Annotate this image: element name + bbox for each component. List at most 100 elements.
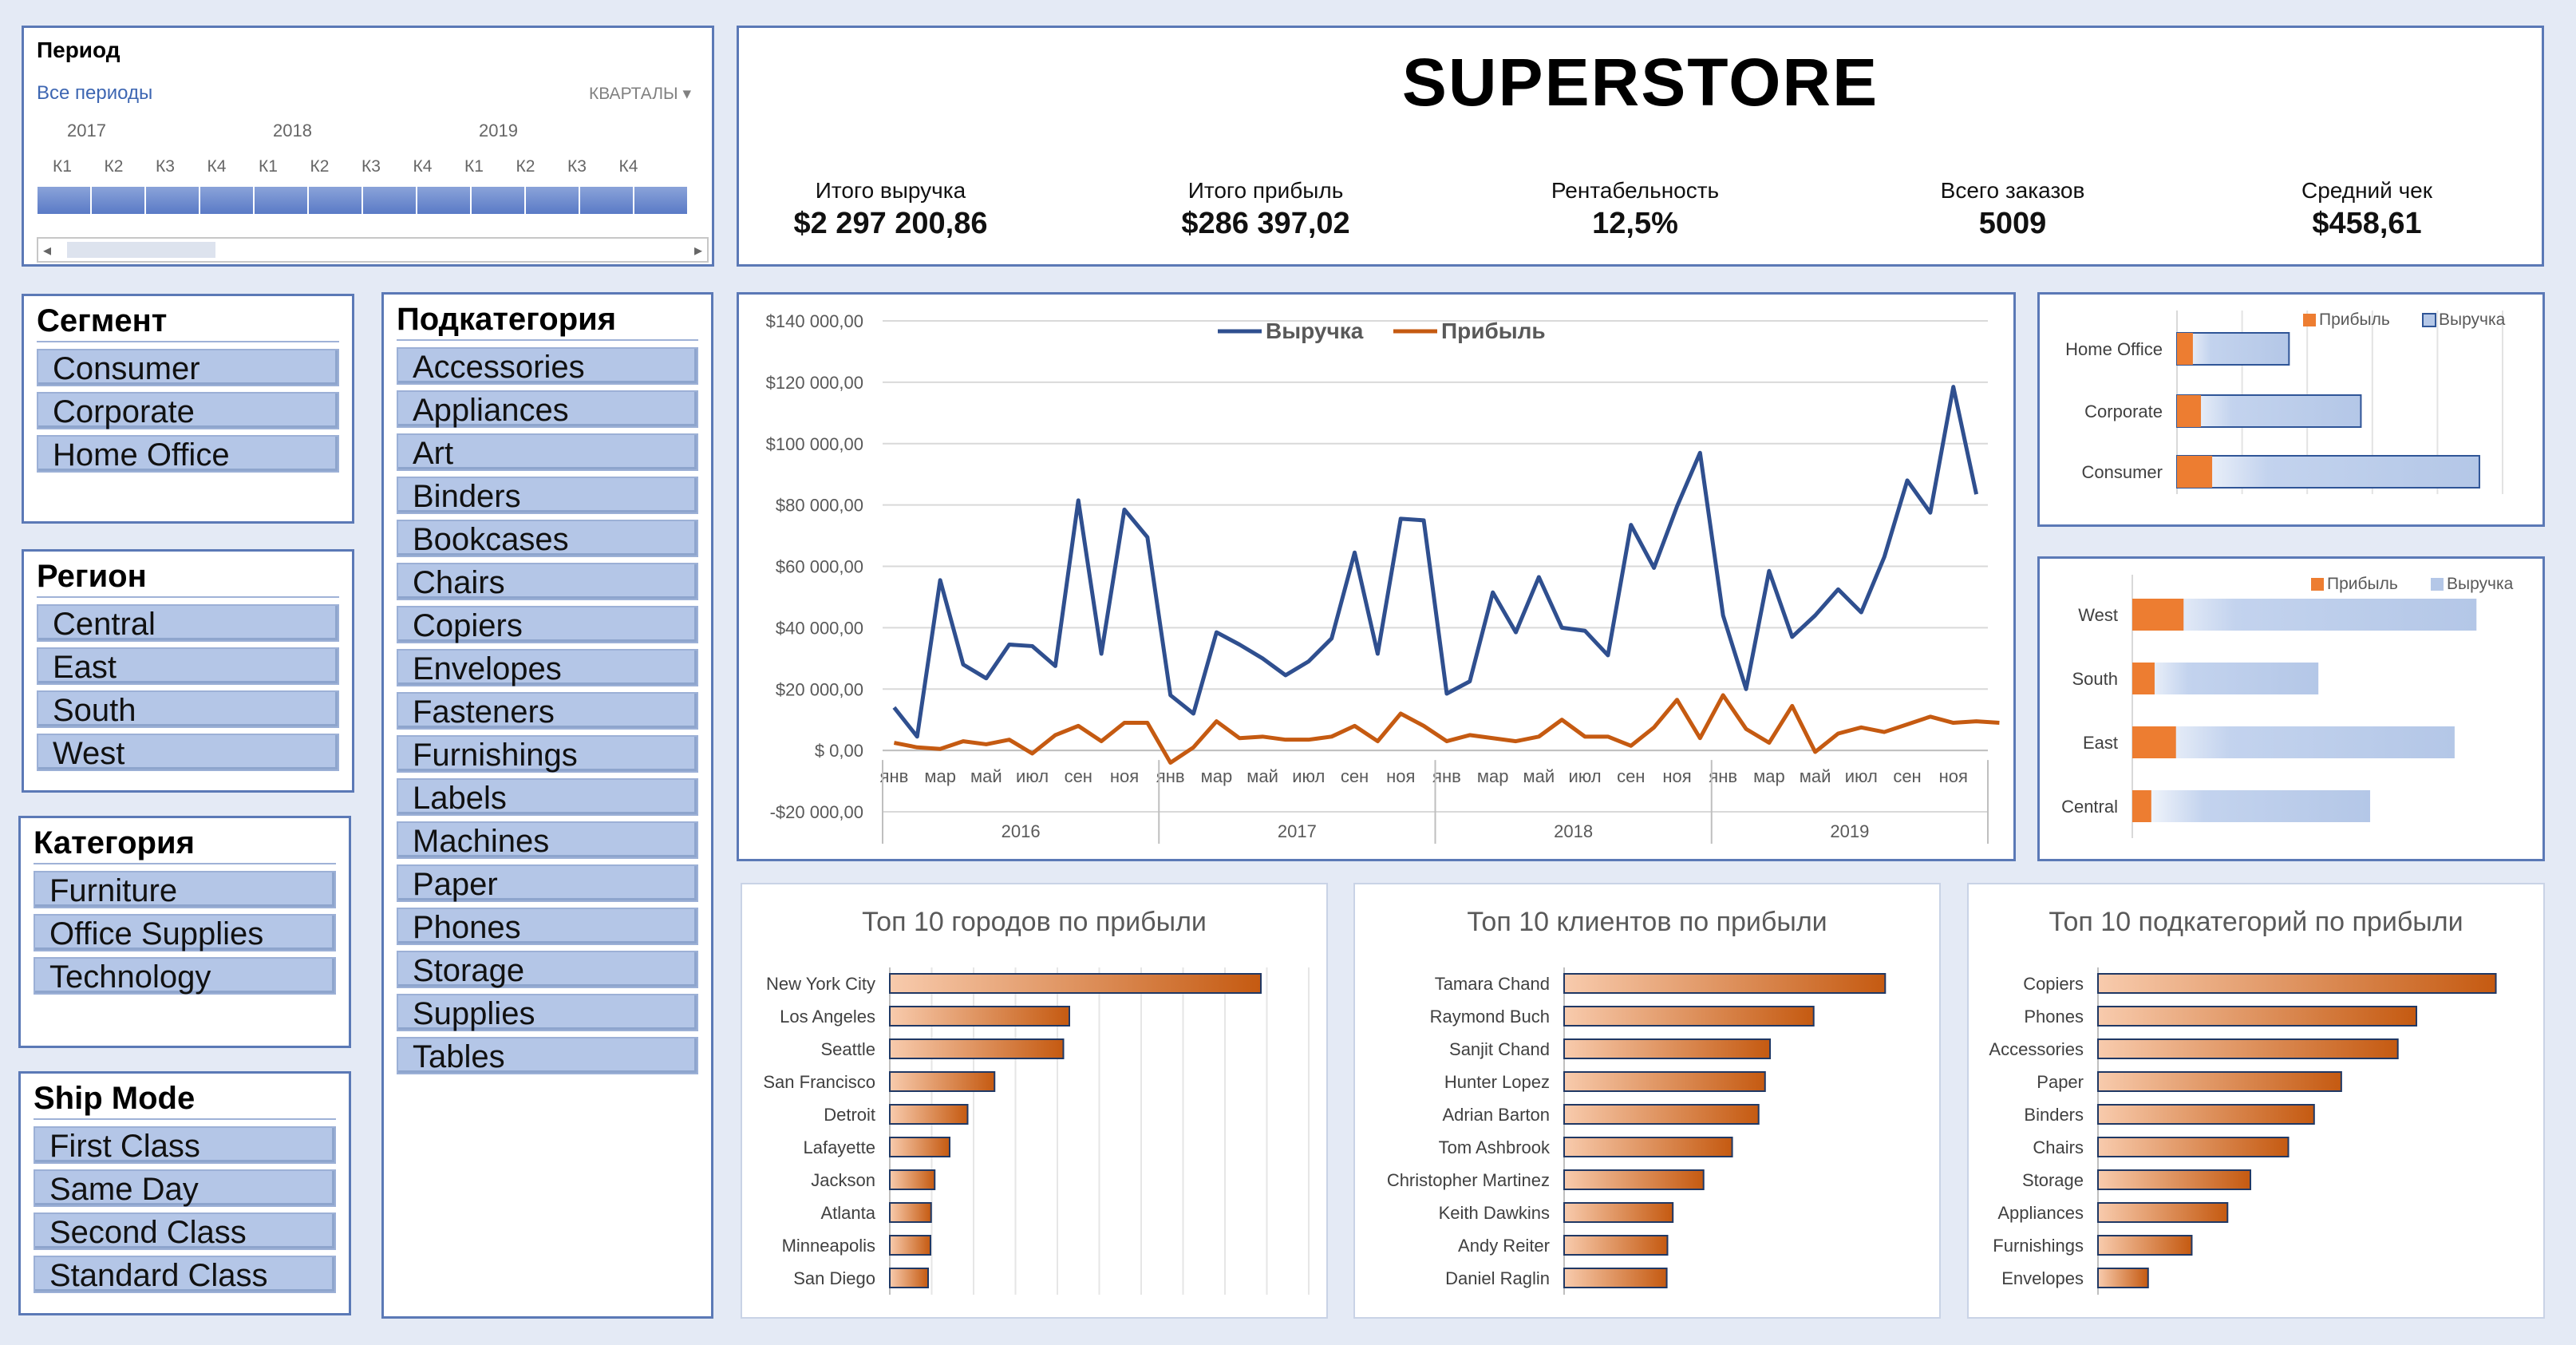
bar-profit: [2132, 663, 2155, 694]
kpi-label: Рентабельность: [1551, 178, 1720, 203]
slicer-item-machines[interactable]: Machines: [397, 821, 698, 859]
timeline-quarter-bar[interactable]: [255, 187, 309, 214]
bar-profit: [1563, 1235, 1669, 1256]
x-tick-label: май: [1800, 766, 1831, 786]
kpi-profit: Итого прибыль $286 397,02: [1114, 178, 1417, 241]
slicer-item-consumer[interactable]: Consumer: [37, 349, 339, 386]
slicer-item-furnishings[interactable]: Furnishings: [397, 735, 698, 773]
slicer-item-corporate[interactable]: Corporate: [37, 392, 339, 429]
slicer-item-copiers[interactable]: Copiers: [397, 606, 698, 643]
y-tick-label: $40 000,00: [776, 618, 863, 638]
category-label: Los Angeles: [780, 1007, 875, 1027]
timeline-quarter-bar[interactable]: [526, 187, 580, 214]
legend-label: Прибыль: [2327, 575, 2398, 593]
timeline-all-periods[interactable]: Все периоды: [37, 82, 153, 104]
timeline-quarter-bar[interactable]: [634, 187, 689, 214]
x-tick-label: янв: [1709, 766, 1737, 786]
timeline-quarter-bar[interactable]: [580, 187, 634, 214]
timeline-quarter-bar[interactable]: [417, 187, 472, 214]
bar-profit: [2097, 1202, 2229, 1223]
bar-revenue: [2176, 394, 2362, 428]
timeline-quarter-label: К3: [156, 157, 175, 176]
category-label: Atlanta: [821, 1203, 876, 1223]
x-tick-label: июл: [1016, 766, 1049, 786]
bar-profit: [2097, 1104, 2315, 1125]
category-label: Home Office: [2065, 339, 2163, 359]
timeline-quarter-bar[interactable]: [146, 187, 200, 214]
x-tick-label: мар: [1201, 766, 1233, 786]
year-label: 2016: [1002, 821, 1041, 841]
category-label: East: [2083, 733, 2118, 753]
timeline-quarter-bar[interactable]: [363, 187, 417, 214]
x-tick-label: янв: [1432, 766, 1461, 786]
slicer-item-west[interactable]: West: [37, 734, 339, 771]
timeline-quarter-bar[interactable]: [92, 187, 146, 214]
slicer-item-south[interactable]: South: [37, 690, 339, 728]
slicer-item-appliances[interactable]: Appliances: [397, 390, 698, 428]
category-label: Storage: [2022, 1170, 2084, 1190]
x-tick-label: мар: [1753, 766, 1785, 786]
timeline-quarter-bar[interactable]: [38, 187, 92, 214]
slicer-item-technology[interactable]: Technology: [34, 957, 336, 995]
kpi-revenue: Итого выручка $2 297 200,86: [739, 178, 1042, 241]
slicer-item-east[interactable]: East: [37, 647, 339, 685]
x-tick-label: ноя: [1386, 766, 1415, 786]
kpi-orders: Всего заказов 5009: [1861, 178, 2164, 241]
kpi-margin: Рентабельность 12,5%: [1484, 178, 1787, 241]
slicer-item-first-class[interactable]: First Class: [34, 1126, 336, 1164]
slicer-item-envelopes[interactable]: Envelopes: [397, 649, 698, 686]
legend-label: Выручка: [2439, 311, 2506, 329]
timeline-scrollbar[interactable]: ◂ ▸: [37, 237, 709, 263]
slicer-item-labels[interactable]: Labels: [397, 778, 698, 816]
scrollbar-thumb[interactable]: [67, 242, 215, 258]
kpi-average-check: Средний чек $458,61: [2215, 178, 2519, 241]
category-label: Furnishings: [1993, 1236, 2084, 1256]
slicer-item-same-day[interactable]: Same Day: [34, 1169, 336, 1207]
slicer-item-art[interactable]: Art: [397, 433, 698, 471]
bar-revenue: [2132, 790, 2371, 822]
region-slicer: Регион Central East South West: [22, 549, 354, 793]
page-title: SUPERSTORE: [1401, 45, 1879, 120]
slicer-item-tables[interactable]: Tables: [397, 1037, 698, 1074]
slicer-item-binders[interactable]: Binders: [397, 477, 698, 514]
slicer-item-furniture[interactable]: Furniture: [34, 871, 336, 908]
scroll-left-icon[interactable]: ◂: [43, 242, 52, 259]
legend-label: Прибыль: [1441, 318, 1546, 343]
bar-revenue: [2176, 455, 2480, 489]
category-label: Tom Ashbrook: [1439, 1137, 1551, 1157]
timeline-granularity-dropdown[interactable]: КВАРТАЛЫ ▾: [589, 84, 691, 104]
x-tick-label: сен: [1893, 766, 1921, 786]
slicer-item-phones[interactable]: Phones: [397, 908, 698, 945]
slicer-item-bookcases[interactable]: Bookcases: [397, 520, 698, 557]
x-tick-label: июл: [1292, 766, 1325, 786]
timeline-quarter-bar[interactable]: [472, 187, 526, 214]
timeline-quarter-label: К1: [53, 157, 72, 176]
bar-profit: [2177, 333, 2193, 365]
x-tick-label: июл: [1845, 766, 1878, 786]
legend-swatch-profit: [2311, 578, 2324, 591]
slicer-title: Регион: [37, 552, 339, 598]
bar-profit: [889, 973, 1262, 994]
slicer-item-chairs[interactable]: Chairs: [397, 563, 698, 600]
timeline-quarter-bar[interactable]: [309, 187, 363, 214]
slicer-item-second-class[interactable]: Second Class: [34, 1212, 336, 1250]
slicer-item-supplies[interactable]: Supplies: [397, 994, 698, 1031]
slicer-item-storage[interactable]: Storage: [397, 951, 698, 988]
slicer-title: Сегмент: [37, 296, 339, 342]
slicer-item-accessories[interactable]: Accessories: [397, 347, 698, 385]
timeline-quarter-bar[interactable]: [200, 187, 255, 214]
legend-swatch-revenue: [2422, 313, 2436, 327]
slicer-item-office-supplies[interactable]: Office Supplies: [34, 914, 336, 951]
bar-revenue: [2176, 332, 2290, 366]
timeline-slicer[interactable]: Период Все периоды КВАРТАЛЫ ▾ 2017 2018 …: [22, 26, 714, 267]
slicer-item-home-office[interactable]: Home Office: [37, 435, 339, 473]
slicer-item-fasteners[interactable]: Fasteners: [397, 692, 698, 730]
slicer-item-paper[interactable]: Paper: [397, 864, 698, 902]
slicer-item-central[interactable]: Central: [37, 604, 339, 642]
timeline-quarter-label: К1: [259, 157, 278, 176]
slicer-item-standard-class[interactable]: Standard Class: [34, 1256, 336, 1293]
category-label: San Diego: [793, 1268, 875, 1288]
category-label: Copiers: [2023, 974, 2084, 994]
segment-bar-chart: Home Office Corporate Consumer Прибыль Выруч…: [2037, 292, 2545, 527]
scroll-right-icon[interactable]: ▸: [693, 242, 702, 259]
